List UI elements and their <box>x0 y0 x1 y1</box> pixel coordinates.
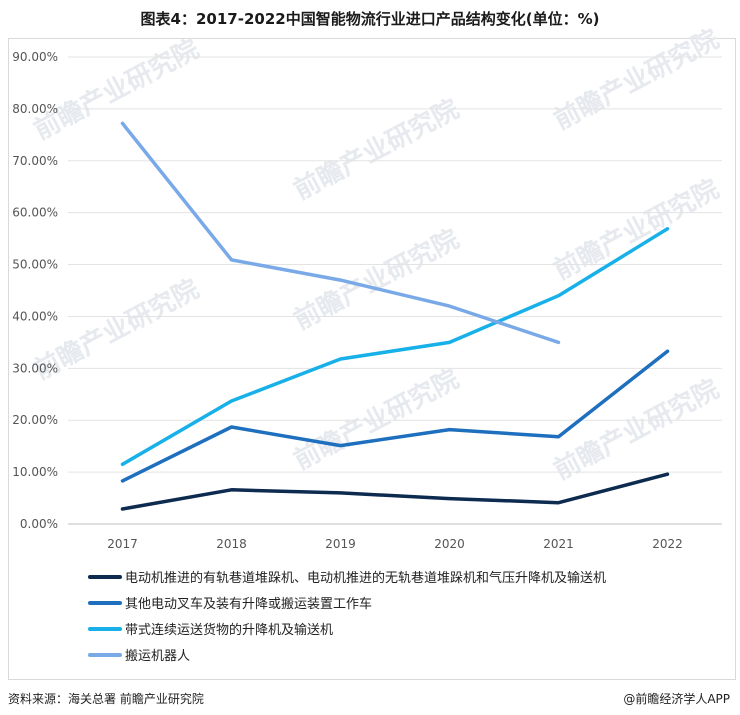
legend-label-3: 带式连续运送货物的升降机及输送机 <box>125 622 333 638</box>
y-tick-label: 10.00% <box>12 465 58 479</box>
x-tick-label: 2020 <box>434 537 465 551</box>
chart-title: 图表4：2017-2022中国智能物流行业进口产品结构变化(单位：%) <box>140 10 600 28</box>
x-tick-label: 2019 <box>325 537 356 551</box>
watermark-text: 前瞻产业研究院 <box>289 93 464 206</box>
y-tick-label: 0.00% <box>20 517 58 531</box>
x-tick-label: 2017 <box>107 537 138 551</box>
y-tick-label: 50.00% <box>12 258 58 272</box>
x-tick-label: 2018 <box>216 537 247 551</box>
y-tick-label: 70.00% <box>12 154 58 168</box>
y-axis-ticks: 0.00% 10.00% 20.00% 30.00% 40.00% 50.00% 60.00… <box>12 50 58 531</box>
y-tick-label: 30.00% <box>12 361 58 375</box>
series-line-2 <box>120 349 670 483</box>
series-line-3 <box>120 227 670 467</box>
legend: 电动机推进的有轨巷道堆跺机、电动机推进的无轨巷道堆跺机和气压升降机及输送机其他电… <box>88 570 606 664</box>
x-tick-label: 2022 <box>652 537 683 551</box>
legend-label-1: 电动机推进的有轨巷道堆跺机、电动机推进的无轨巷道堆跺机和气压升降机及输送机 <box>125 570 606 586</box>
x-axis-ticks: 2017 2018 2019 2020 2021 2022 <box>107 537 683 551</box>
y-tick-label: 20.00% <box>12 413 58 427</box>
watermark-text: 前瞻产业研究院 <box>549 173 724 286</box>
y-tick-label: 40.00% <box>12 309 58 323</box>
gridlines <box>68 56 722 525</box>
watermark-text: 前瞻产业研究院 <box>289 223 464 336</box>
watermark-text: 前瞻产业研究院 <box>549 23 724 136</box>
y-tick-label: 80.00% <box>12 102 58 116</box>
series-line-4 <box>120 121 561 345</box>
source-note: 资料来源：海关总署 前瞻产业研究院 <box>8 692 204 706</box>
chart-frame <box>8 38 736 680</box>
y-tick-label: 60.00% <box>12 206 58 220</box>
series-line-1 <box>120 472 670 511</box>
x-tick-label: 2021 <box>543 537 574 551</box>
series-lines <box>120 121 670 511</box>
y-tick-label: 90.00% <box>12 50 58 64</box>
legend-label-2: 其他电动叉车及装有升降或搬运装置工作车 <box>125 596 372 612</box>
watermark-text: 前瞻产业研究院 <box>549 373 724 486</box>
legend-label-4: 搬运机器人 <box>125 649 190 664</box>
brand-note: @前瞻经济学人APP <box>623 692 730 706</box>
